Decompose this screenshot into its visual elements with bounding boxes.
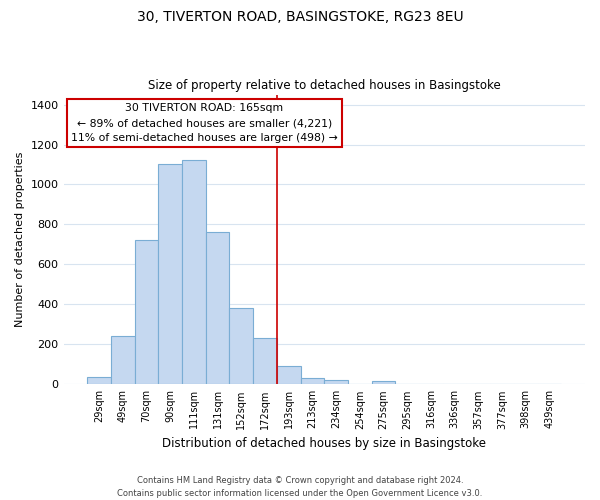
Title: Size of property relative to detached houses in Basingstoke: Size of property relative to detached ho… <box>148 79 500 92</box>
Text: Contains HM Land Registry data © Crown copyright and database right 2024.
Contai: Contains HM Land Registry data © Crown c… <box>118 476 482 498</box>
Bar <box>111 336 134 384</box>
Bar <box>134 240 158 384</box>
Bar <box>182 160 206 384</box>
Bar <box>324 380 348 384</box>
Bar <box>206 232 229 384</box>
Bar <box>158 164 182 384</box>
Bar <box>229 308 253 384</box>
Y-axis label: Number of detached properties: Number of detached properties <box>15 152 25 327</box>
Bar <box>253 338 277 384</box>
Text: 30, TIVERTON ROAD, BASINGSTOKE, RG23 8EU: 30, TIVERTON ROAD, BASINGSTOKE, RG23 8EU <box>137 10 463 24</box>
Bar <box>371 382 395 384</box>
X-axis label: Distribution of detached houses by size in Basingstoke: Distribution of detached houses by size … <box>162 437 486 450</box>
Bar <box>301 378 324 384</box>
Bar <box>277 366 301 384</box>
Text: 30 TIVERTON ROAD: 165sqm
← 89% of detached houses are smaller (4,221)
11% of sem: 30 TIVERTON ROAD: 165sqm ← 89% of detach… <box>71 103 338 143</box>
Bar <box>87 378 111 384</box>
